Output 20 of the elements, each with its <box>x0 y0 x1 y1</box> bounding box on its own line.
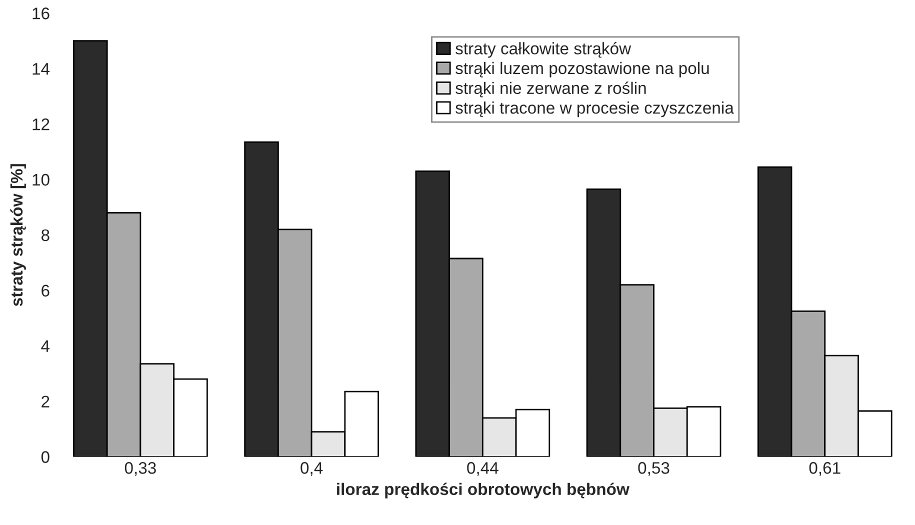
legend-label: straty całkowite strąków <box>456 42 632 58</box>
y-tick-label: 2 <box>42 396 50 408</box>
legend-label: strąki luzem pozostawione na polu <box>456 62 709 78</box>
y-tick-label: 6 <box>42 284 50 297</box>
legend-label: strąki tracone w procesie czyszczenia <box>456 102 734 118</box>
x-tick-label: 0,4 <box>300 462 323 476</box>
x-tick-label: 0,61 <box>809 462 840 476</box>
x-tick-label: 0,33 <box>124 462 156 476</box>
x-tick-label: 0,44 <box>467 462 498 476</box>
x-axis-title: iloraz prędkości obrotowych bębnów <box>337 482 630 498</box>
y-tick-label: 14 <box>32 63 50 75</box>
legend-label: strąki nie zerwane z roślin <box>456 82 646 98</box>
y-tick-label: 4 <box>41 340 50 352</box>
y-tick-label: 16 <box>32 8 50 20</box>
y-tick-label: 10 <box>32 174 50 186</box>
x-tick-label: 0,53 <box>638 462 670 476</box>
y-axis-title: straty strąków [%] <box>10 164 26 306</box>
y-tick-label: 8 <box>41 229 50 242</box>
y-tick-label: 0 <box>41 451 50 463</box>
y-tick-label: 12 <box>32 118 50 130</box>
